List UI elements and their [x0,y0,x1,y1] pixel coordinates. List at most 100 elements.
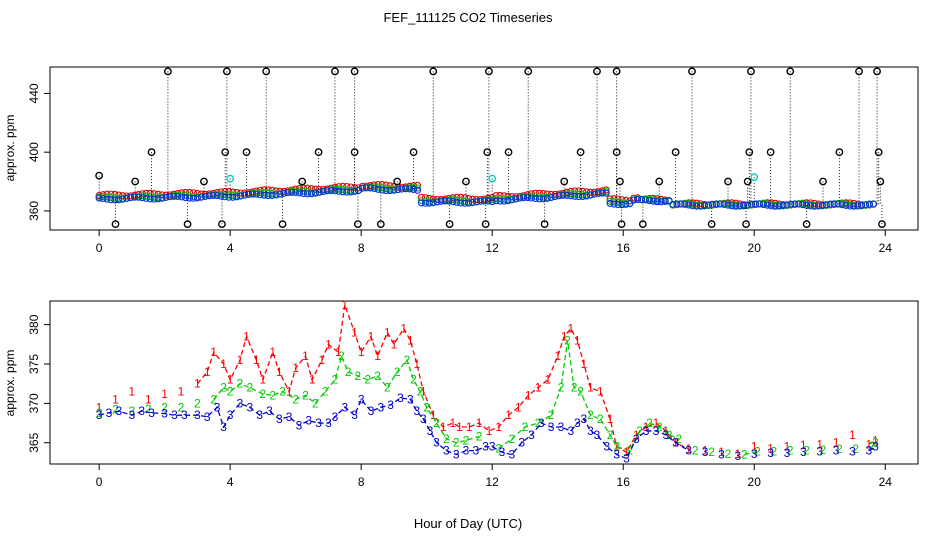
top-series-3-point [248,190,256,198]
series-3-marker: 3 [332,410,339,424]
series-3-marker: 3 [286,410,293,424]
spike-point [353,220,362,229]
top-series-3-point [284,189,292,197]
series-3-marker: 3 [558,420,565,434]
top-series-3-point [461,199,469,207]
spike-point [481,220,490,229]
spike-point [429,67,438,76]
top-series-3-point [681,200,689,208]
top-series-3-point [814,202,822,210]
x-tick-label: 24 [879,241,893,255]
top-series-3-point [586,191,595,199]
series-3-marker: 3 [453,448,460,462]
top-series-3-point [296,189,304,197]
top-series-3-point [787,200,795,208]
top-series-3-point [818,201,826,209]
series-1-marker: 1 [420,385,427,399]
top-series-3-point [378,186,386,194]
series-2-marker: 2 [613,440,620,454]
series-3-marker: 3 [220,420,227,434]
series-3-marker: 3 [227,408,234,422]
spike-point [617,220,626,229]
series-1-marker: 1 [613,440,620,454]
top-series-3-point [547,193,555,202]
series-3-marker: 3 [305,414,312,428]
top-series-3-point [327,187,335,195]
series-3-marker: 3 [751,447,758,461]
series-1-marker: 1 [194,377,201,391]
series-2-marker: 2 [269,388,276,402]
series-2-marker: 2 [741,448,748,462]
series-2-marker: 2 [237,377,244,391]
top-series-3-point [319,187,327,195]
series-2-marker: 2 [210,392,217,406]
top-series-2-point [614,198,622,207]
top-series-3-point [213,192,221,200]
spike-point [445,220,454,229]
top-series-3-point [791,200,799,208]
series-1-marker: 1 [767,441,774,455]
series-1-marker: 1 [456,420,463,434]
series-1-marker: 1 [567,322,574,336]
top-series-3-point [150,195,158,203]
series-1-marker: 1 [476,416,483,430]
top-series-3-point [370,184,378,193]
series-2-line [744,450,758,456]
series-2-marker: 2 [852,442,859,456]
series-3-marker: 3 [735,449,742,463]
series-1-marker: 1 [607,412,614,426]
top-series-3-point [288,188,296,196]
top-series-3-point [268,191,276,200]
top-series-3-point [299,189,308,198]
top-series-3-point [374,185,382,193]
series-2-marker: 2 [312,396,319,410]
top-series-3-point [158,194,166,202]
series-3-marker: 3 [518,436,525,450]
series-1-marker: 1 [685,442,692,456]
series-3-marker: 3 [767,446,774,460]
series-2-marker: 2 [666,428,673,442]
top-series-3-point [468,199,477,207]
series-1-marker: 1 [335,345,342,359]
top-series-3-point [182,194,190,202]
x-tick-label: 20 [748,475,762,489]
series-2-marker: 2 [646,416,653,430]
top-series-3-point [508,196,516,204]
spike-point [802,220,811,229]
series-3-marker: 3 [296,418,303,432]
top-series-3-point [162,193,170,201]
y-tick-label: 400 [27,142,41,162]
spike-point [750,173,759,182]
spike-point [688,67,696,76]
top-series-2-point [264,189,272,197]
series-1-marker: 1 [243,329,250,343]
spike-point [483,148,492,157]
top-series-3-point [366,184,374,192]
series-3-marker: 3 [653,424,660,438]
top-series-2-point [413,184,422,192]
series-2-line [213,354,480,444]
series-3-line [98,397,690,460]
top-series-3-point [563,191,571,199]
spike-point [485,67,493,76]
series-1-marker: 1 [816,437,823,451]
top-series-3-point [693,202,701,210]
top-series-3-point [189,194,198,202]
series-1-marker: 1 [276,365,283,379]
spike-point [376,220,385,229]
top-series-3-point [272,191,280,199]
series-1-marker: 1 [466,420,473,434]
top-series-3-point [685,201,693,209]
top-series-2-point [343,186,351,194]
series-2-marker: 2 [292,392,299,406]
spike-point [878,220,886,229]
top-series-3-point [362,184,370,192]
series-2-marker: 2 [463,433,470,447]
top-series-3-point [649,197,657,205]
series-2-marker: 2 [725,447,732,461]
series-3-marker: 3 [246,400,253,414]
series-3-marker: 3 [662,428,669,442]
top-series-3-point [594,189,602,197]
series-3-marker: 3 [499,445,506,459]
